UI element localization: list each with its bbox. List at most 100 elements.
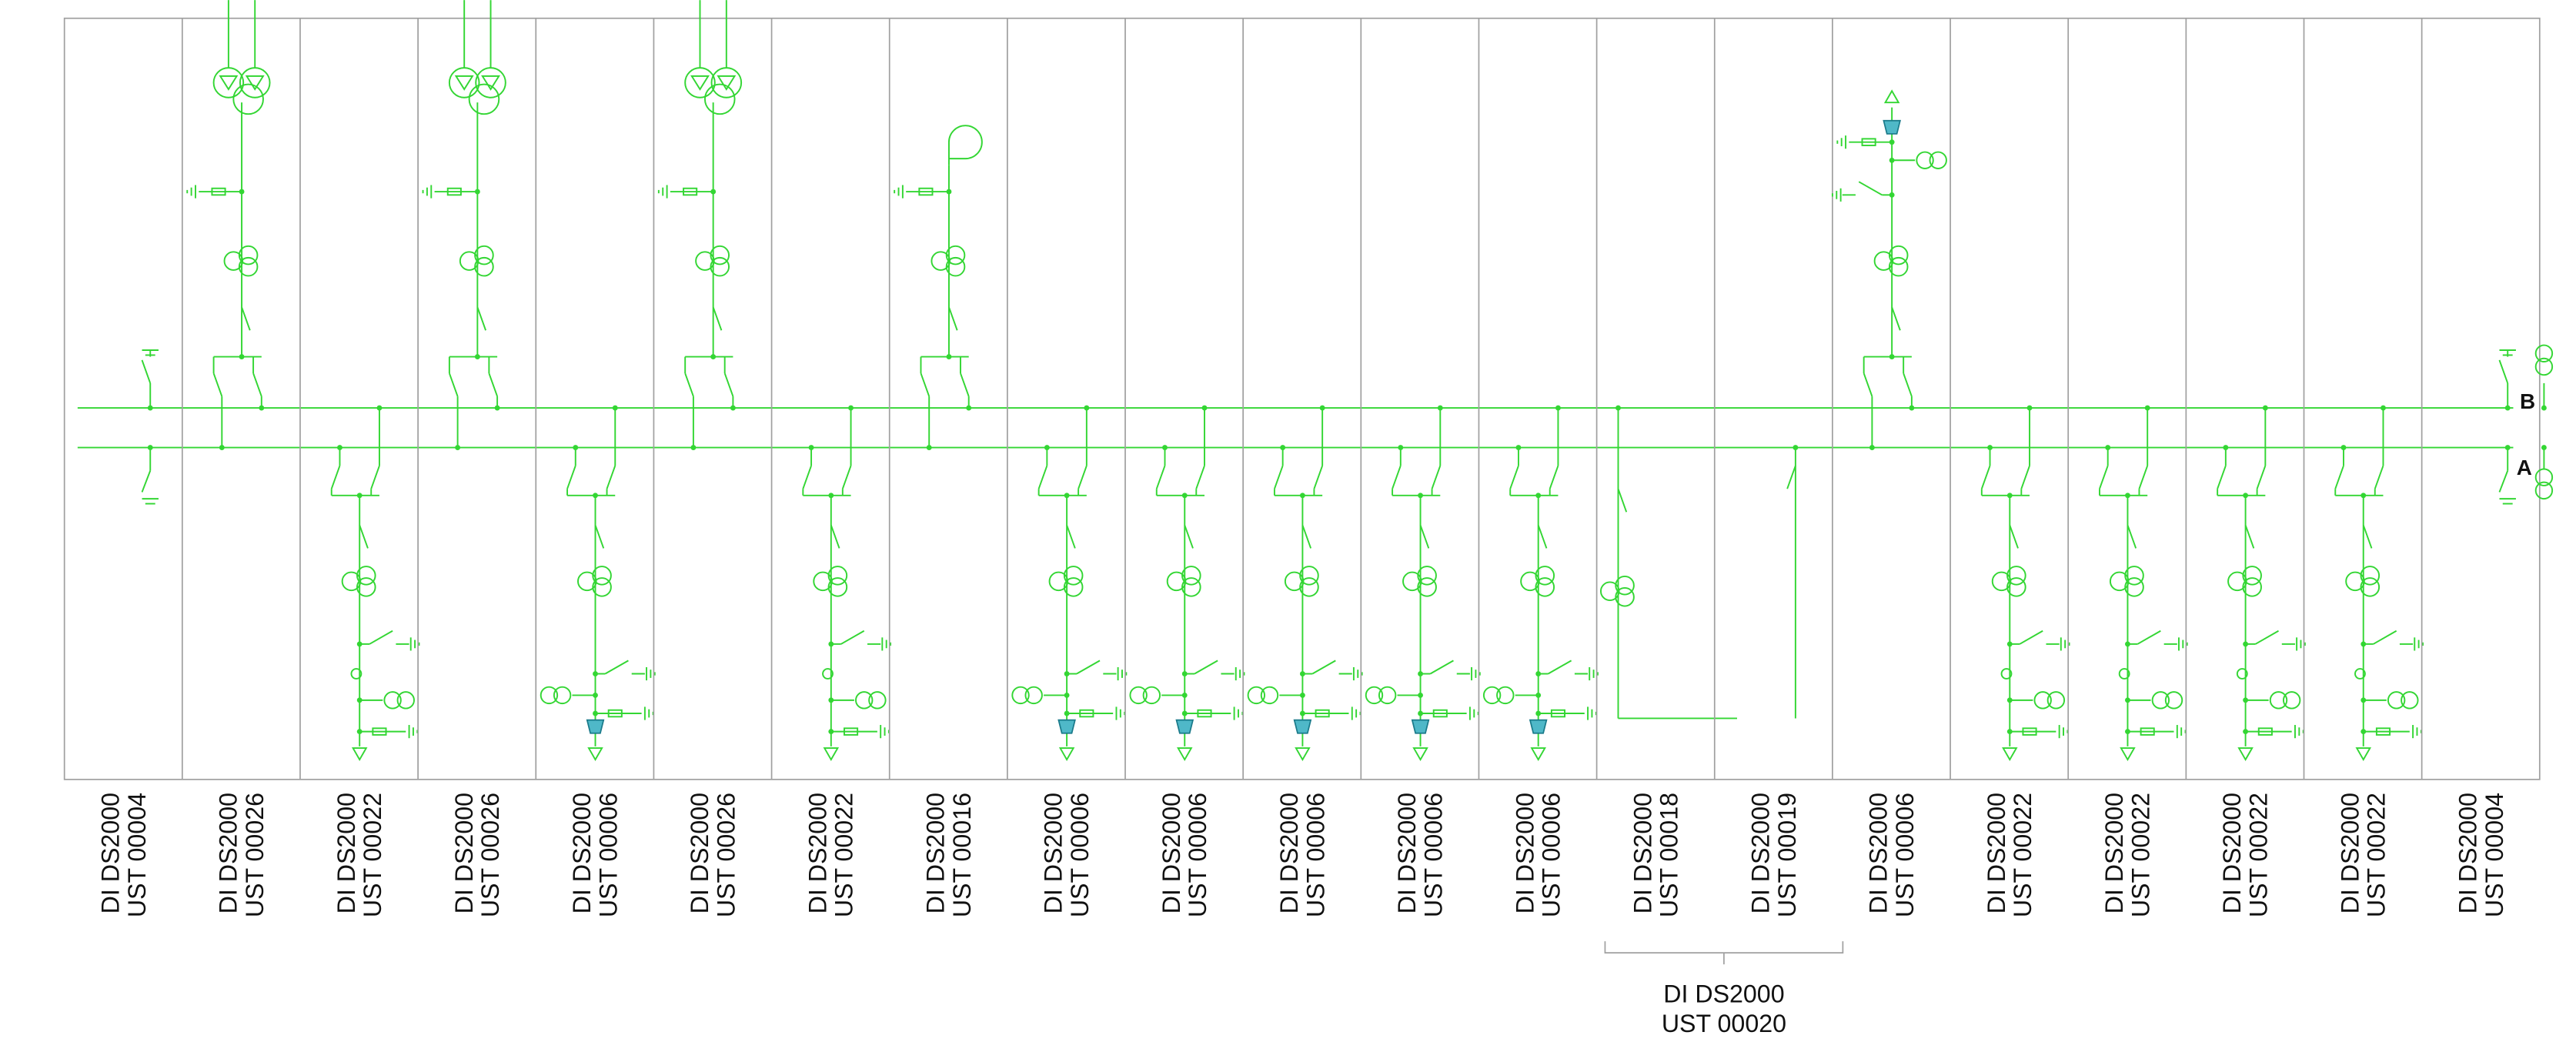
panel-label: UST 00022 xyxy=(359,793,386,917)
panel-label: DI DS2000 xyxy=(1983,793,2010,913)
switch xyxy=(1066,525,1076,549)
panel-label: DI DS2000 xyxy=(2100,793,2128,913)
switch xyxy=(594,525,605,549)
panel-label: UST 00026 xyxy=(713,793,740,917)
panel-label: DI DS2000 xyxy=(922,793,950,913)
bus-label: B xyxy=(2520,389,2535,413)
winding xyxy=(1181,577,1201,597)
arrester xyxy=(446,187,462,196)
winding xyxy=(684,67,716,99)
node xyxy=(710,189,717,195)
wire xyxy=(448,372,459,397)
winding xyxy=(1417,577,1437,597)
winding xyxy=(232,83,264,115)
winding xyxy=(592,566,612,586)
panel-label: UST 00018 xyxy=(1656,793,1683,917)
arrester xyxy=(2022,727,2037,736)
panel-label: DI DS2000 xyxy=(1275,793,1303,913)
panel-label: DI DS2000 xyxy=(332,793,360,913)
winding xyxy=(931,251,951,271)
winding xyxy=(2282,691,2301,710)
winding-mark xyxy=(690,75,737,91)
switch xyxy=(1301,525,1312,549)
winding xyxy=(1535,566,1555,586)
wire xyxy=(2019,630,2043,645)
wire xyxy=(1548,660,1572,675)
feeder-arrow xyxy=(1883,89,1900,104)
winding xyxy=(1615,575,1635,596)
winding xyxy=(2534,468,2554,486)
wire xyxy=(566,465,576,489)
switch xyxy=(476,306,486,331)
winding xyxy=(1873,251,1894,271)
feeder-arrow xyxy=(1177,747,1193,762)
arrester xyxy=(1861,138,1876,146)
winding xyxy=(1142,686,1161,705)
winding xyxy=(2354,668,2366,680)
winding xyxy=(1991,571,2012,592)
switch xyxy=(359,525,369,549)
arrester xyxy=(1550,709,1565,718)
winding xyxy=(238,245,259,266)
winding xyxy=(710,245,730,266)
switch xyxy=(241,306,251,331)
switch xyxy=(830,525,840,549)
winding xyxy=(475,67,506,99)
panel-label: DI DS2000 xyxy=(1158,793,1185,913)
winding xyxy=(2360,577,2381,597)
arrester xyxy=(918,187,934,196)
arrester xyxy=(683,187,698,196)
winding xyxy=(1916,151,1934,169)
winding xyxy=(2345,571,2365,592)
winding xyxy=(1929,151,1947,169)
winding xyxy=(703,83,736,115)
arrester xyxy=(2375,727,2391,736)
wire xyxy=(141,359,152,384)
feeder-arrow xyxy=(351,747,368,762)
winding xyxy=(2242,577,2262,597)
wire xyxy=(684,372,694,397)
winding xyxy=(1299,577,1319,597)
winding xyxy=(1365,686,1384,705)
winding xyxy=(945,256,966,277)
wire xyxy=(488,372,499,397)
wire xyxy=(1863,372,1873,397)
wire xyxy=(1980,465,1991,489)
wire xyxy=(1078,465,1088,489)
arrester xyxy=(1197,709,1212,718)
panel-label: DI DS2000 xyxy=(1511,793,1539,913)
wire xyxy=(1037,465,1048,489)
group-label: UST 00020 xyxy=(1662,1010,1786,1037)
winding xyxy=(2046,691,2066,710)
winding xyxy=(2151,691,2170,710)
arrester xyxy=(844,727,859,736)
feeder-arrow xyxy=(1412,747,1428,762)
panel-label: DI DS2000 xyxy=(2454,793,2481,913)
winding xyxy=(1402,571,1422,592)
node xyxy=(1181,692,1188,698)
winding xyxy=(341,571,362,592)
wire xyxy=(1431,465,1442,489)
winding xyxy=(1520,571,1540,592)
winding xyxy=(356,566,376,586)
switch xyxy=(1537,525,1548,549)
winding xyxy=(855,691,874,710)
panel-label: UST 00016 xyxy=(948,793,976,917)
panel-label: UST 00004 xyxy=(123,793,151,917)
winding xyxy=(1417,566,1437,586)
switch xyxy=(1419,525,1430,549)
feeder-arrow xyxy=(2355,747,2371,762)
panel-label: DI DS2000 xyxy=(2336,793,2364,913)
wire xyxy=(920,372,931,397)
panel-label: UST 00006 xyxy=(1066,793,1094,917)
wire xyxy=(606,465,616,489)
winding xyxy=(577,571,597,592)
wire xyxy=(252,372,262,397)
switch xyxy=(2127,525,2137,549)
panel-label: UST 00019 xyxy=(1773,793,1801,917)
winding xyxy=(1615,586,1635,607)
group-bracket xyxy=(1604,941,1844,965)
panel-label: DI DS2000 xyxy=(1747,793,1775,913)
arrester xyxy=(1315,709,1330,718)
